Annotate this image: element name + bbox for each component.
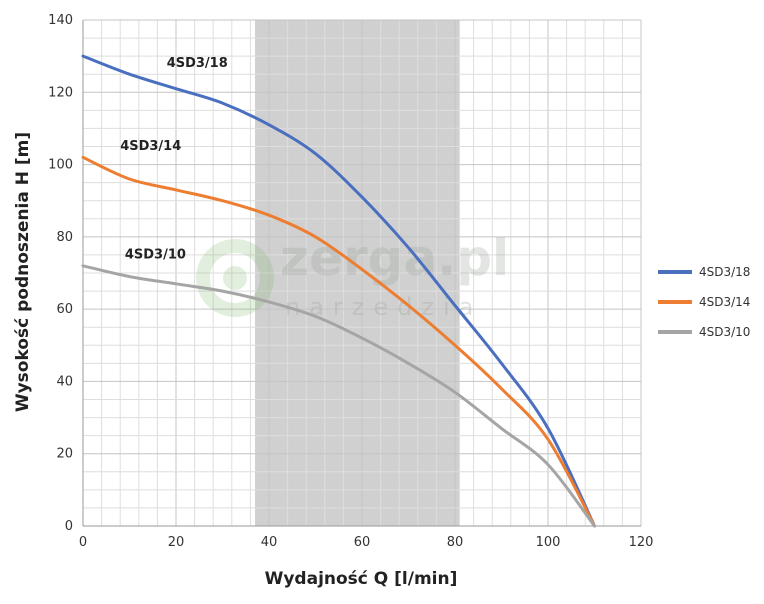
y-tick-label: 0: [65, 519, 73, 534]
legend-label: 4SD3/18: [699, 265, 750, 279]
y-axis-title: Wysokość podnoszenia H [m]: [13, 132, 33, 412]
x-tick-label: 40: [261, 535, 278, 550]
x-tick-label: 20: [168, 535, 185, 550]
series-layer: [81, 54, 596, 528]
x-tick-label: 120: [629, 535, 654, 550]
series-line-4sd3-18: [81, 54, 596, 528]
grid-layer: [82, 19, 642, 527]
series-label: 4SD3/10: [125, 248, 186, 263]
y-tick-label: 60: [56, 302, 73, 317]
series-line-4sd3-10: [81, 264, 596, 528]
y-tick-label: 40: [56, 374, 73, 389]
axes-layer: 0 20 40 60 80 100 120 0 20 40 60 80 100 120 140: [48, 13, 653, 550]
x-tick-label: 100: [536, 535, 561, 550]
legend-label: 4SD3/14: [699, 295, 750, 309]
y-tick-label: 80: [56, 230, 73, 245]
y-tick-label: 20: [56, 447, 73, 462]
y-tick-label: 100: [48, 158, 73, 173]
y-tick-label: 120: [48, 85, 73, 100]
legend: 4SD3/18 4SD3/14 4SD3/10: [658, 265, 750, 339]
x-tick-label: 0: [79, 535, 87, 550]
x-tick-label: 80: [447, 535, 464, 550]
legend-label: 4SD3/10: [699, 325, 750, 339]
series-label: 4SD3/14: [120, 139, 181, 154]
series-labels-layer: 4SD3/18 4SD3/14 4SD3/10: [120, 56, 228, 263]
series-label: 4SD3/18: [167, 56, 228, 71]
series-line-4sd3-14: [81, 155, 596, 528]
x-axis-title: Wydajność Q [l/min]: [265, 569, 458, 589]
watermark-logo: [196, 239, 274, 317]
watermark: zerga.pl narzedzia: [196, 229, 509, 321]
y-tick-label: 140: [48, 13, 73, 28]
x-tick-label: 60: [354, 535, 371, 550]
